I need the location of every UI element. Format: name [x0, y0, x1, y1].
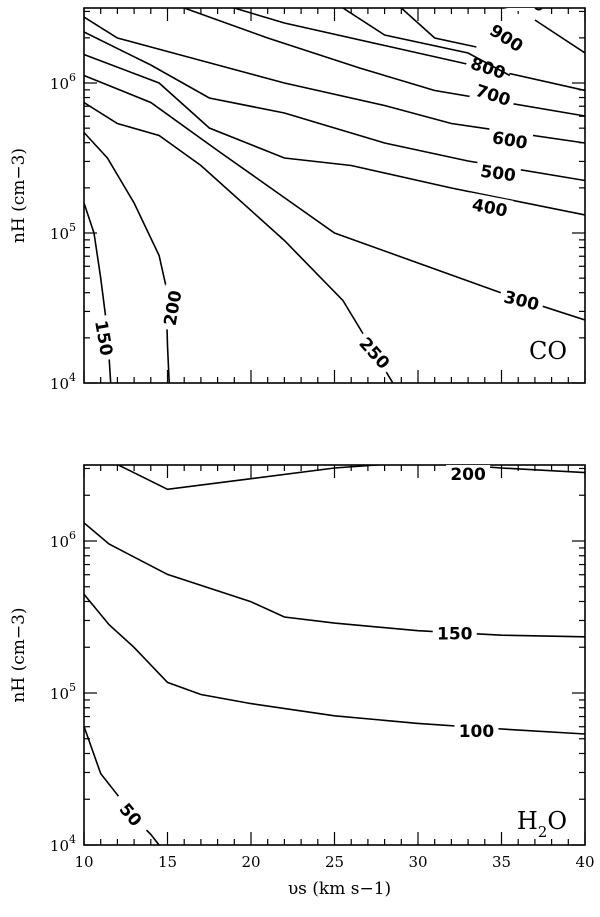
- y-tick-base: 10: [50, 837, 69, 855]
- contour-label-bg: [474, 159, 522, 187]
- x-axis-label: υs (km s−1): [288, 879, 391, 899]
- panel-label: H2O: [517, 807, 567, 841]
- contour-label-group: 500: [474, 159, 522, 187]
- y-tick-base: 10: [50, 225, 69, 243]
- y-tick-base: 10: [50, 685, 69, 703]
- y-tick-exponent: 4: [69, 833, 76, 846]
- contour-label: 200: [450, 465, 486, 485]
- contour-label-group: 600: [486, 125, 534, 155]
- x-tick-label: 25: [325, 853, 344, 871]
- contour-line: [84, 593, 585, 735]
- contour-line: [84, 522, 585, 638]
- y-tick-exponent: 5: [69, 681, 76, 694]
- contour-label-bg: [157, 284, 188, 332]
- contour-line: [84, 16, 585, 144]
- y-tick-label: 104: [50, 833, 76, 855]
- contour-label-group: 700: [468, 77, 518, 113]
- contour-label-group: 50: [108, 790, 154, 839]
- contour-label-bg: [432, 622, 477, 645]
- panel-label-h: H: [517, 807, 538, 835]
- contour-line: [84, 31, 585, 182]
- y-axis-label: nH (cm−3): [9, 148, 29, 243]
- contour-label-bg: [486, 125, 534, 155]
- contour-label: 150: [437, 625, 473, 645]
- y-tick-label: 104: [50, 371, 76, 393]
- contour-label-group: 300: [497, 284, 546, 317]
- contour-line: [175, 8, 585, 117]
- x-tick-label: 40: [575, 853, 594, 871]
- contour-line: [84, 101, 394, 383]
- contour-line: [84, 53, 585, 216]
- contour-line: [84, 74, 585, 321]
- y-tick-label: 106: [50, 71, 76, 93]
- contour-label-bg: [446, 465, 491, 486]
- contour-line: [339, 8, 511, 77]
- contour-label-group: 150: [89, 314, 119, 362]
- y-tick-base: 10: [50, 75, 69, 93]
- contour-line: [84, 131, 170, 383]
- contour-label: 800: [468, 54, 508, 84]
- contour-label-group: 800: [463, 50, 513, 86]
- contour-line: [399, 8, 477, 48]
- contour-label-group: 100: [454, 720, 499, 742]
- contour-label: 500: [479, 162, 517, 187]
- x-tick-label: 15: [158, 853, 177, 871]
- x-tick-label: 30: [408, 853, 427, 871]
- panel-label: CO: [529, 337, 567, 365]
- x-tick-label: 10: [74, 853, 93, 871]
- y-tick-exponent: 4: [69, 371, 76, 384]
- contour-label-bg: [463, 50, 513, 86]
- contour-label-group: 250: [351, 329, 398, 377]
- y-tick-base: 10: [50, 375, 69, 393]
- contour-label-group: 400: [466, 192, 514, 223]
- contour-label-bg: [482, 16, 531, 60]
- plot-frame: [83, 464, 586, 846]
- contour-group: 50 100 150 200: [84, 465, 585, 845]
- y-tick-base: 10: [50, 533, 69, 551]
- contour-line: [534, 19, 585, 54]
- contour-label-bg: [497, 284, 546, 317]
- y-tick-label: 106: [50, 529, 76, 551]
- panel-label-sub: 2: [538, 823, 548, 841]
- y-tick-exponent: 6: [69, 71, 76, 84]
- y-tick-exponent: 5: [69, 221, 76, 234]
- contour-label-bg: [89, 314, 119, 362]
- contour-label-bg: [454, 720, 499, 742]
- contour-label-bg: [497, 8, 546, 16]
- y-axis-label: nH (cm−3): [9, 607, 29, 702]
- contour-label: 100: [459, 722, 495, 742]
- panel-label-o: O: [547, 807, 567, 835]
- contour-label-bg: [351, 329, 398, 377]
- contour-label-bg: [108, 790, 154, 839]
- contour-label-bg: [466, 192, 514, 223]
- contour-label: 300: [502, 287, 541, 315]
- contour-label-group: 200: [157, 284, 188, 332]
- contour-label-group: 150: [432, 622, 477, 645]
- x-tick-label: 20: [241, 853, 260, 871]
- contour-label: 700: [473, 81, 513, 111]
- contour-label-bg: [468, 77, 518, 113]
- y-tick-label: 105: [50, 681, 76, 703]
- contour-label-group: 200: [446, 465, 491, 486]
- contour-line: [116, 465, 585, 491]
- y-tick-exponent: 6: [69, 529, 76, 542]
- y-tick-label: 105: [50, 221, 76, 243]
- contour-label-group: 900: [482, 16, 531, 60]
- x-tick-label: 35: [492, 853, 511, 871]
